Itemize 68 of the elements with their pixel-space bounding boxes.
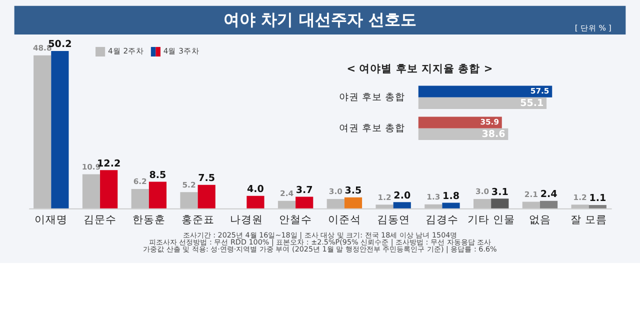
bar [588,204,606,208]
data-label: 7.5 [198,173,216,184]
bar [51,50,69,208]
x-tick-label: 잘 모름 [570,214,608,226]
data-label: 2.0 [394,190,411,202]
data-label: 8.5 [149,170,166,181]
bar [148,182,167,208]
data-label: 2.4 [540,189,558,200]
bar [180,192,198,208]
data-label: 57.5 [530,86,550,96]
bar [418,116,502,128]
bar [473,198,492,208]
bar [376,204,394,208]
bar [571,204,589,208]
bar [540,200,558,208]
data-label: 3.1 [491,186,508,198]
x-tick-label: 김동연 [376,214,410,226]
x-tick-label: 나경원 [230,214,264,226]
x-tick-label: 김문수 [84,214,117,226]
y-tick-label: 여권 후보 총합 [338,123,406,134]
chart-title: 여야 차기 대선주자 선호도 [224,10,416,29]
x-tick-label: 안철수 [279,214,312,226]
x-tick-label: 한동훈 [132,214,166,226]
bar [131,188,149,208]
bar [418,86,552,98]
bar [491,198,509,208]
data-label: 38.6 [482,129,506,140]
bar [522,202,540,208]
data-label: 3.5 [344,186,362,197]
x-tick-label: 이준석 [328,214,361,226]
bar [418,97,547,109]
x-tick-label: 없음 [528,214,551,226]
legend-label: 4월 2주차 [108,46,144,56]
bar [100,170,118,208]
x-tick-label: 기타 인물 [467,214,515,226]
data-label: 1.2 [378,192,392,202]
data-label: 3.0 [328,187,342,196]
bar [278,200,296,208]
data-label: 4.0 [247,184,264,196]
data-label: 1.3 [426,192,440,202]
bar [82,174,100,208]
y-tick-label: 야권 후보 총합 [338,92,406,104]
data-label: 3.0 [476,187,490,196]
bar [344,197,362,208]
bar [296,196,314,208]
x-tick-label: 김경수 [426,214,459,226]
bar [442,202,460,208]
x-tick-label: 홍준표 [181,214,214,226]
data-label: 6.2 [133,177,147,186]
data-label: 55.1 [520,98,544,110]
bar [326,198,344,208]
data-label: 1.2 [573,192,587,202]
data-label: 5.2 [182,180,196,190]
bar [198,184,216,208]
data-label: 2.1 [524,190,538,200]
chart-title: < 여야별 후보 지지율 총합 > [346,62,493,75]
legend-label: 4월 3주차 [163,46,200,56]
data-label: 2.4 [280,189,294,198]
data-label: 1.8 [442,190,460,202]
data-label: 3.7 [296,184,313,196]
bar [393,202,411,208]
bar [246,196,264,208]
bar [34,55,52,208]
data-label: 1.1 [589,193,606,204]
bar [424,204,442,208]
text: [ 단위 % ] [574,24,612,33]
data-label: 35.9 [480,117,500,126]
x-tick-label: 이재명 [34,214,68,226]
